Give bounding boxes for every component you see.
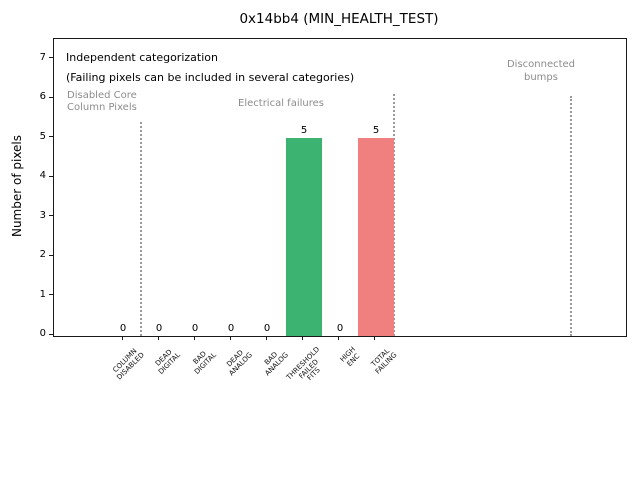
x-tick <box>122 336 123 340</box>
region-label-electrical-failures: Electrical failures <box>238 98 324 109</box>
x-tick <box>230 336 231 340</box>
y-tick-label: 7 <box>39 52 46 63</box>
y-tick <box>49 334 53 335</box>
bar-value-label: 0 <box>227 323 235 334</box>
y-tick <box>49 57 53 58</box>
y-tick <box>49 294 53 295</box>
x-tick-label-bad-analog: BAD ANALOG <box>258 346 290 377</box>
region-label-line: Disabled Core <box>67 90 137 101</box>
bar-value-label: 0 <box>119 323 127 334</box>
x-tick-label-threshold-failed-fits: THRESHOLD FAILED FITS <box>285 345 332 393</box>
region-label-line: Column Pixels <box>67 102 137 113</box>
bar-value-label: 0 <box>155 323 163 334</box>
bar-value-label: 5 <box>300 125 308 136</box>
y-tick <box>49 255 53 256</box>
region-label-disabled-core: Disabled Core Column Pixels <box>67 90 137 114</box>
y-tick <box>49 136 53 137</box>
x-tick-label-dead-analog: DEAD ANALOG <box>222 346 253 377</box>
y-tick-label: 1 <box>39 289 46 300</box>
x-tick-label-dead-digital: DEAD DIGITAL <box>152 346 182 376</box>
separator-electrical-region <box>393 94 395 336</box>
x-tick-label-total-failing: TOTAL FAILING <box>369 346 399 376</box>
x-tick <box>338 336 339 340</box>
bar-value-label: 0 <box>191 323 199 334</box>
x-tick <box>266 336 267 340</box>
bar-total-failing <box>358 138 394 336</box>
y-tick <box>49 176 53 177</box>
y-tick-label: 5 <box>39 131 46 142</box>
x-tick <box>194 336 195 340</box>
region-label-line: Disconnected <box>506 59 576 70</box>
bar-value-label: 0 <box>336 323 344 334</box>
x-tick <box>374 336 375 340</box>
y-tick-label: 6 <box>39 91 46 102</box>
y-tick-label: 3 <box>39 210 46 221</box>
plot-area: 0 0 0 0 0 5 0 5 Independent categorizati… <box>53 38 627 337</box>
y-tick <box>49 215 53 216</box>
x-tick <box>158 336 159 340</box>
y-tick-label: 2 <box>39 249 46 260</box>
x-tick-label-high-enc: HIGH ENC <box>339 345 362 369</box>
y-tick <box>49 97 53 98</box>
bar-value-label: 0 <box>263 323 271 334</box>
separator-disconnected-region <box>570 96 572 336</box>
x-tick-label-bad-digital: BAD DIGITAL <box>188 346 218 376</box>
y-tick-label: 4 <box>39 170 46 181</box>
chart-title: 0x14bb4 (MIN_HEALTH_TEST) <box>239 11 439 27</box>
bar-threshold-failed-fits <box>286 138 322 336</box>
region-label-disconnected-bumps: Disconnected bumps <box>507 58 575 84</box>
bar-value-label: 5 <box>372 125 380 136</box>
region-label-line: bumps <box>524 72 558 83</box>
x-tick <box>302 336 303 340</box>
annotation-independent-categorization: Independent categorization <box>66 51 218 64</box>
y-tick-label: 0 <box>39 328 46 339</box>
annotation-failing-pixels-note: (Failing pixels can be included in sever… <box>66 71 355 84</box>
x-tick-label-column-disabled: COLUMN DISABLED <box>110 346 146 382</box>
separator-disabled-region <box>140 122 142 336</box>
